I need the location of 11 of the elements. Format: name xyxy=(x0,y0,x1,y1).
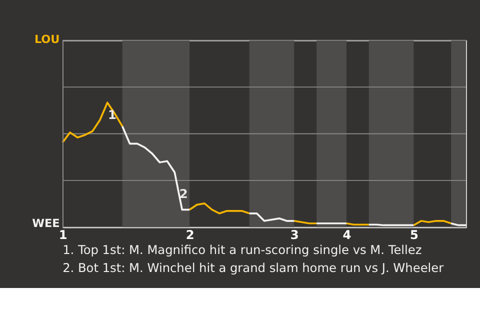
x-tick-label: 3 xyxy=(290,228,299,242)
text: WEE xyxy=(32,217,60,230)
x-tick-label: 5 xyxy=(410,228,418,242)
annotation: 2 xyxy=(179,187,188,202)
annotation: 1 xyxy=(108,108,116,122)
x-tick-label: 1 xyxy=(58,228,68,242)
text: 1. Top 1st: M. Magnifico hit a run-scoring single vs M. Tellez xyxy=(62,243,422,258)
text: 2. Bot 1st: M. Winchel hit a grand slam home run vs J. Wheeler xyxy=(62,260,444,275)
text: LOU xyxy=(34,33,60,46)
x-tick-label: 4 xyxy=(342,228,352,242)
x-tick-label: 2 xyxy=(186,228,194,242)
